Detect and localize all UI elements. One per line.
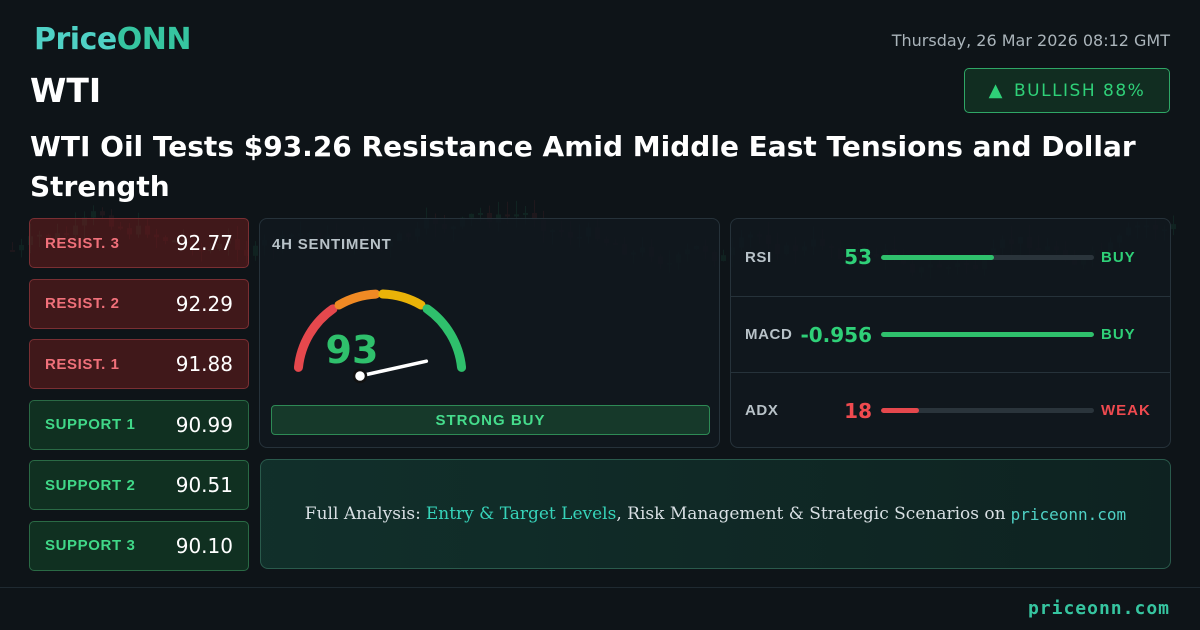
indicator-bar <box>881 332 1094 337</box>
level-support-1: SUPPORT 1 90.99 <box>29 399 249 450</box>
gauge-score: 93 <box>326 328 379 372</box>
level-label: RESIST. 2 <box>45 295 120 312</box>
sentiment-title: 4H SENTIMENT <box>272 236 392 253</box>
brand-name-part1: Price <box>34 22 117 57</box>
sentiment-badge-label: BULLISH 88% <box>1014 80 1146 101</box>
indicator-signal: BUY <box>1101 326 1136 343</box>
level-value: 90.99 <box>175 412 233 437</box>
indicator-bar <box>881 408 1094 413</box>
indicator-name: ADX <box>745 402 779 419</box>
cta-middle: , Risk Management & Strategic Scenarios … <box>616 504 1006 524</box>
indicator-signal: WEAK <box>1101 402 1151 419</box>
level-value: 90.10 <box>175 533 233 558</box>
level-label: RESIST. 3 <box>45 234 120 252</box>
gauge-segment-orange <box>334 289 381 310</box>
indicator-value: 18 <box>844 398 872 423</box>
triangle-up-icon: ▲ <box>988 80 1004 101</box>
gauge-pivot <box>352 368 368 384</box>
indicator-name: MACD <box>745 326 793 343</box>
sentiment-signal: STRONG BUY <box>271 405 710 435</box>
indicator-value: 53 <box>844 245 872 269</box>
headline: WTI Oil Tests $93.26 Resistance Amid Mid… <box>30 130 1136 203</box>
level-label: SUPPORT 1 <box>45 416 136 433</box>
indicator-adx: ADX 18 WEAK <box>731 372 1170 448</box>
cta-site-link[interactable]: priceonn.com <box>1010 504 1127 524</box>
indicator-name: RSI <box>745 248 772 266</box>
indicator-bar-fill <box>881 254 994 260</box>
level-value: 92.77 <box>175 231 233 255</box>
sentiment-gauge: 93 <box>293 289 467 384</box>
level-label: SUPPORT 3 <box>45 537 136 554</box>
gauge-needle <box>358 359 429 378</box>
indicator-value: -0.956 <box>800 322 872 347</box>
indicator-rsi: RSI 53 BUY <box>731 219 1170 295</box>
footer-divider <box>0 587 1200 588</box>
timestamp: Thursday, 26 Mar 2026 08:12 GMT <box>891 31 1170 50</box>
full-analysis-banner[interactable]: Full Analysis: Entry & Target Levels , R… <box>260 459 1171 569</box>
level-resistance-2: RESIST. 2 92.29 <box>29 278 249 329</box>
level-label: RESIST. 1 <box>45 355 120 373</box>
sentiment-badge: ▲ BULLISH 88% <box>964 68 1170 113</box>
indicator-macd: MACD -0.956 BUY <box>731 296 1170 372</box>
level-value: 90.51 <box>175 473 233 497</box>
level-resistance-3: RESIST. 3 92.77 <box>29 218 249 268</box>
indicator-bar-fill <box>881 408 920 413</box>
level-label: SUPPORT 2 <box>45 476 136 494</box>
gauge-segment-red <box>293 304 338 372</box>
brand-logo[interactable]: PriceONN <box>34 22 191 57</box>
level-value: 92.29 <box>175 291 233 316</box>
level-value: 91.88 <box>175 352 233 376</box>
level-support-3: SUPPORT 3 90.10 <box>29 520 249 571</box>
brand-name-part2: ONN <box>116 22 192 57</box>
cta-highlight-link[interactable]: Entry & Target Levels <box>425 504 617 524</box>
sentiment-panel: 4H SENTIMENT 93 STRONG BUY <box>259 218 720 448</box>
gauge-segment-yellow <box>378 289 426 310</box>
indicator-signal: BUY <box>1101 248 1136 266</box>
footer-site-link[interactable]: priceonn.com <box>1027 598 1170 619</box>
gauge-segment-green <box>422 304 467 372</box>
symbol-title: WTI <box>30 71 102 110</box>
indicator-bar <box>881 254 1094 260</box>
price-levels: RESIST. 3 92.77 RESIST. 2 92.29 RESIST. … <box>29 218 249 581</box>
indicators-panel: RSI 53 BUY MACD -0.956 BUY ADX 18 WEAK <box>730 218 1171 448</box>
cta-prefix: Full Analysis: <box>304 504 421 524</box>
indicator-bar-fill <box>881 332 1094 337</box>
level-resistance-1: RESIST. 1 91.88 <box>29 339 249 389</box>
level-support-2: SUPPORT 2 90.51 <box>29 460 249 510</box>
